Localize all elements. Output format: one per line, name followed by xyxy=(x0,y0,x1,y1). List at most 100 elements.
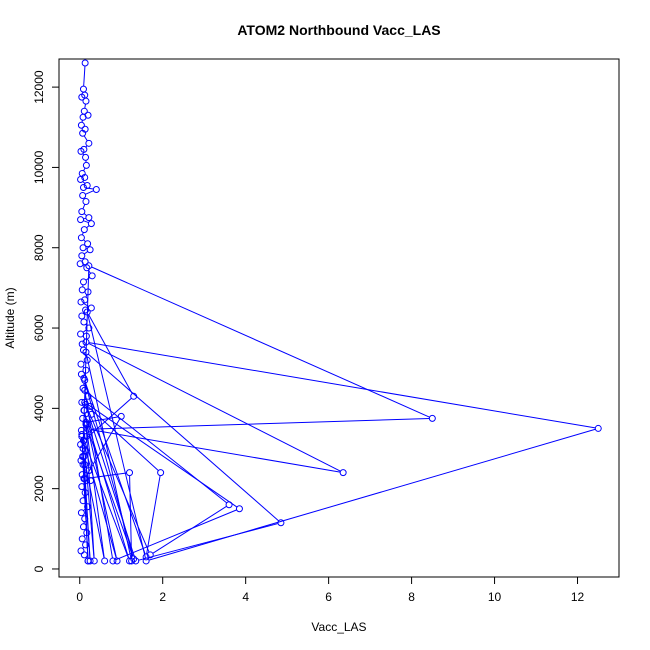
x-tick-label: 4 xyxy=(242,590,249,604)
data-point xyxy=(225,501,233,509)
series-line-segment xyxy=(86,391,228,504)
data-point xyxy=(339,469,347,477)
data-point xyxy=(113,557,121,565)
data-point xyxy=(80,453,88,461)
data-point xyxy=(78,312,86,320)
data-point xyxy=(77,330,85,338)
data-point xyxy=(79,445,87,453)
data-point xyxy=(277,519,285,527)
data-point xyxy=(142,553,150,561)
data-point xyxy=(78,432,86,440)
series-line-segment xyxy=(129,475,133,558)
series-line-segment xyxy=(152,505,227,554)
series-line-segment xyxy=(88,343,341,472)
data-point xyxy=(82,306,90,314)
series-line-segment xyxy=(87,314,146,559)
data-point xyxy=(77,509,85,517)
series-line-segment xyxy=(83,135,88,142)
series-line-segment xyxy=(86,403,238,508)
data-point xyxy=(80,318,88,326)
data-point xyxy=(87,220,95,228)
data-point xyxy=(79,278,87,286)
data-point xyxy=(82,348,90,356)
data-point xyxy=(84,503,92,511)
series-line-segment xyxy=(85,190,94,195)
data-point xyxy=(81,475,89,483)
data-point xyxy=(428,414,436,422)
data-point xyxy=(79,461,87,469)
y-tick-label: 0 xyxy=(32,565,46,572)
data-point xyxy=(85,214,93,222)
series-line-segment xyxy=(82,439,117,559)
series-line-segment xyxy=(115,509,237,561)
data-point xyxy=(82,153,90,161)
series-line-segment xyxy=(85,425,95,558)
data-point xyxy=(79,414,87,422)
data-point xyxy=(77,234,85,242)
data-point xyxy=(84,392,92,400)
chart-title: ATOM2 Northbound Vacc_LAS xyxy=(237,22,440,38)
x-tick-label: 2 xyxy=(159,590,166,604)
data-point xyxy=(81,386,89,394)
series-line-segment xyxy=(90,429,341,473)
data-point xyxy=(83,529,91,537)
data-point xyxy=(78,483,86,491)
data-point xyxy=(101,557,109,565)
data-point xyxy=(84,288,92,296)
data-point xyxy=(81,173,89,181)
series-line-segment xyxy=(91,417,430,430)
x-tick-label: 0 xyxy=(76,590,83,604)
data-point xyxy=(80,436,88,444)
data-point xyxy=(83,356,91,364)
data-point xyxy=(82,198,90,206)
data-point xyxy=(77,147,85,155)
data-point xyxy=(79,183,87,191)
data-point xyxy=(85,262,93,270)
data-point xyxy=(86,402,94,410)
y-tick-label: 8000 xyxy=(32,234,46,261)
data-point xyxy=(157,469,165,477)
series-line-segment xyxy=(84,413,130,559)
data-point xyxy=(78,535,86,543)
x-tick-label: 12 xyxy=(571,590,585,604)
data-point xyxy=(82,541,90,549)
series-line-segment xyxy=(83,459,105,559)
data-point xyxy=(79,497,87,505)
data-point xyxy=(130,392,138,400)
data-point xyxy=(117,412,125,420)
data-point xyxy=(78,430,86,438)
y-axis: 0 2000 4000 6000 8000 10000 12000 xyxy=(32,70,60,572)
y-tick-label: 6000 xyxy=(32,314,46,341)
x-tick-label: 6 xyxy=(325,590,332,604)
data-point xyxy=(86,246,94,254)
plot-frame xyxy=(58,58,620,578)
series-layer xyxy=(76,59,602,565)
x-tick-label: 8 xyxy=(408,590,415,604)
data-point xyxy=(77,360,85,368)
series-line-segment xyxy=(87,405,159,471)
data-point xyxy=(83,264,91,272)
data-point xyxy=(235,505,243,513)
data-point xyxy=(77,121,85,129)
data-point xyxy=(80,551,88,559)
data-point xyxy=(78,398,86,406)
data-point xyxy=(78,286,86,294)
data-point xyxy=(79,129,87,137)
data-point xyxy=(83,308,91,316)
data-point xyxy=(87,410,95,418)
data-point xyxy=(146,551,154,559)
data-point xyxy=(85,139,93,147)
y-tick-label: 4000 xyxy=(32,395,46,422)
data-point xyxy=(77,298,85,306)
data-point xyxy=(79,384,87,392)
data-point xyxy=(81,515,89,523)
series-line-segment xyxy=(86,427,134,557)
series-line-segment xyxy=(85,277,91,281)
y-tick-label: 10000 xyxy=(32,150,46,184)
series-line-segment xyxy=(86,225,90,229)
data-point xyxy=(109,557,117,565)
data-point xyxy=(85,324,93,332)
data-point xyxy=(81,59,89,67)
data-point xyxy=(80,374,88,382)
x-tick-label: 10 xyxy=(488,590,502,604)
